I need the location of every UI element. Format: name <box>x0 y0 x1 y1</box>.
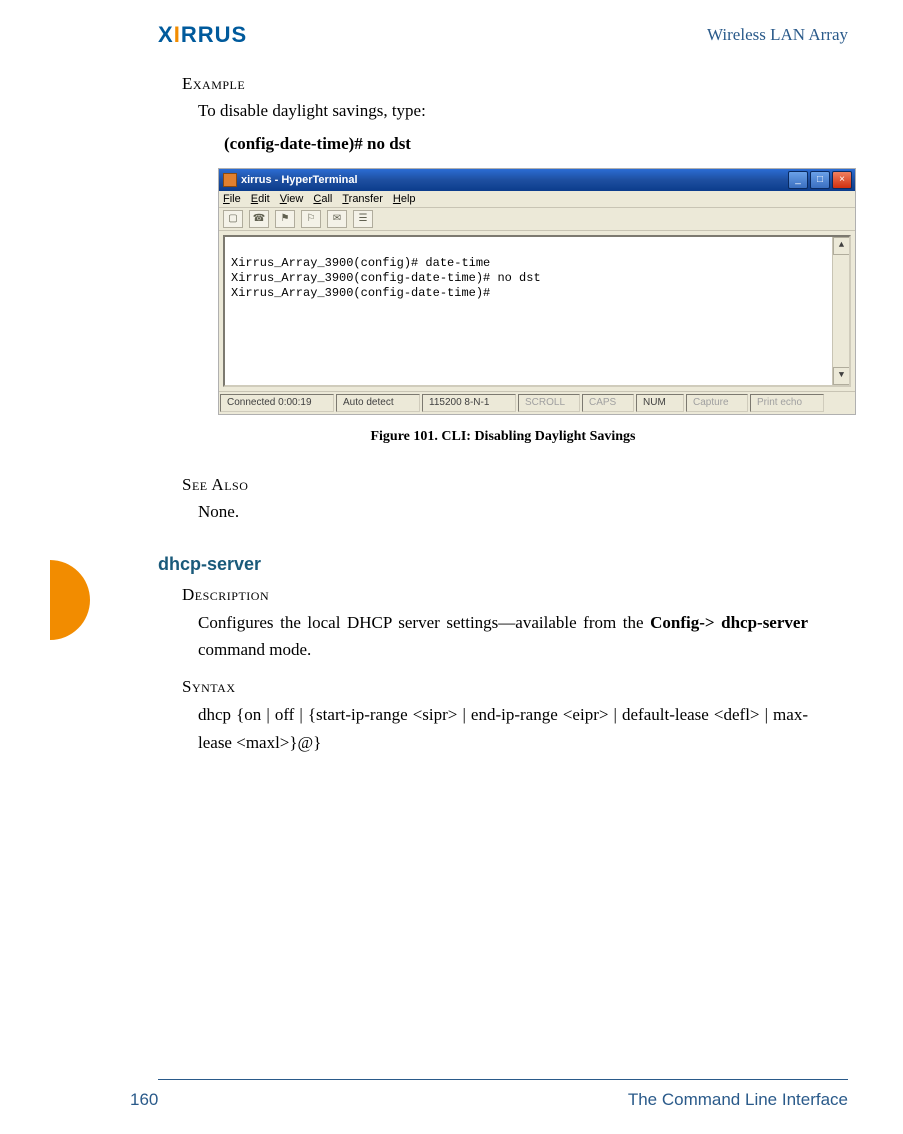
status-caps: CAPS <box>582 394 634 412</box>
status-capture: Capture <box>686 394 748 412</box>
terminal-menubar: File Edit View Call Transfer Help <box>219 191 855 208</box>
example-intro: To disable daylight savings, type: <box>198 98 848 124</box>
status-scroll: SCROLL <box>518 394 580 412</box>
new-icon[interactable]: ▢ <box>223 210 243 228</box>
terminal-body[interactable]: Xirrus_Array_3900(config)# date-time Xir… <box>223 235 851 387</box>
example-command: (config-date-time)# no dst <box>224 134 848 154</box>
logo-part2: RRUS <box>181 22 247 48</box>
scroll-up-icon[interactable]: ▲ <box>833 237 850 255</box>
menu-file[interactable]: File <box>223 193 241 205</box>
scrollbar-vertical[interactable]: ▲ ▼ <box>832 237 849 385</box>
terminal-statusbar: Connected 0:00:19 Auto detect 115200 8-N… <box>219 391 855 414</box>
terminal-window: xirrus - HyperTerminal _ □ × File Edit V… <box>218 168 856 415</box>
status-port: 115200 8-N-1 <box>422 394 516 412</box>
terminal-text: Xirrus_Array_3900(config)# date-time Xir… <box>231 256 541 300</box>
see-also-body: None. <box>198 499 848 525</box>
see-also-heading: See Also <box>182 475 848 495</box>
menu-transfer[interactable]: Transfer <box>342 193 383 205</box>
document-title: Wireless LAN Array <box>707 25 848 45</box>
terminal-app-icon <box>223 173 237 187</box>
example-heading: Example <box>182 74 848 94</box>
status-num: NUM <box>636 394 684 412</box>
close-button[interactable]: × <box>832 171 852 189</box>
minimize-button[interactable]: _ <box>788 171 808 189</box>
disconnect-icon[interactable]: ⚐ <box>301 210 321 228</box>
syntax-bold: dhcp <box>198 705 231 724</box>
scroll-down-icon[interactable]: ▼ <box>833 367 850 385</box>
menu-view[interactable]: View <box>280 193 304 205</box>
terminal-titlebar: xirrus - HyperTerminal _ □ × <box>219 169 855 191</box>
desc-prefix: Configures the local DHCP server setting… <box>198 613 650 632</box>
terminal-title: xirrus - HyperTerminal <box>241 174 358 186</box>
props-icon[interactable]: ☰ <box>353 210 373 228</box>
menu-call[interactable]: Call <box>313 193 332 205</box>
footer-divider <box>158 1079 848 1080</box>
connect-icon[interactable]: ⚑ <box>275 210 295 228</box>
footer-title: The Command Line Interface <box>628 1090 848 1110</box>
figure-caption: Figure 101. CLI: Disabling Daylight Savi… <box>158 429 848 445</box>
terminal-toolbar: ▢ ☎ ⚑ ⚐ ✉ ☰ <box>219 208 855 231</box>
maximize-button[interactable]: □ <box>810 171 830 189</box>
desc-suffix: command mode. <box>198 640 311 659</box>
menu-help[interactable]: Help <box>393 193 416 205</box>
status-detect: Auto detect <box>336 394 420 412</box>
logo: XIRRUS <box>158 22 247 48</box>
syntax-rest: {on | off | {start-ip-range <sipr> | end… <box>198 705 808 751</box>
status-echo: Print echo <box>750 394 824 412</box>
logo-part1: X <box>158 22 174 48</box>
desc-bold: Config-> dhcp-server <box>650 613 808 632</box>
logo-i: I <box>174 22 181 48</box>
section-tab <box>50 560 90 640</box>
send-icon[interactable]: ✉ <box>327 210 347 228</box>
syntax-heading: Syntax <box>182 677 848 697</box>
menu-edit[interactable]: Edit <box>251 193 270 205</box>
description-body: Configures the local DHCP server setting… <box>198 609 808 663</box>
description-heading: Description <box>182 585 848 605</box>
status-connected: Connected 0:00:19 <box>220 394 334 412</box>
open-icon[interactable]: ☎ <box>249 210 269 228</box>
syntax-body: dhcp {on | off | {start-ip-range <sipr> … <box>198 701 808 755</box>
page-number: 160 <box>130 1090 158 1110</box>
section-title: dhcp-server <box>158 554 848 575</box>
